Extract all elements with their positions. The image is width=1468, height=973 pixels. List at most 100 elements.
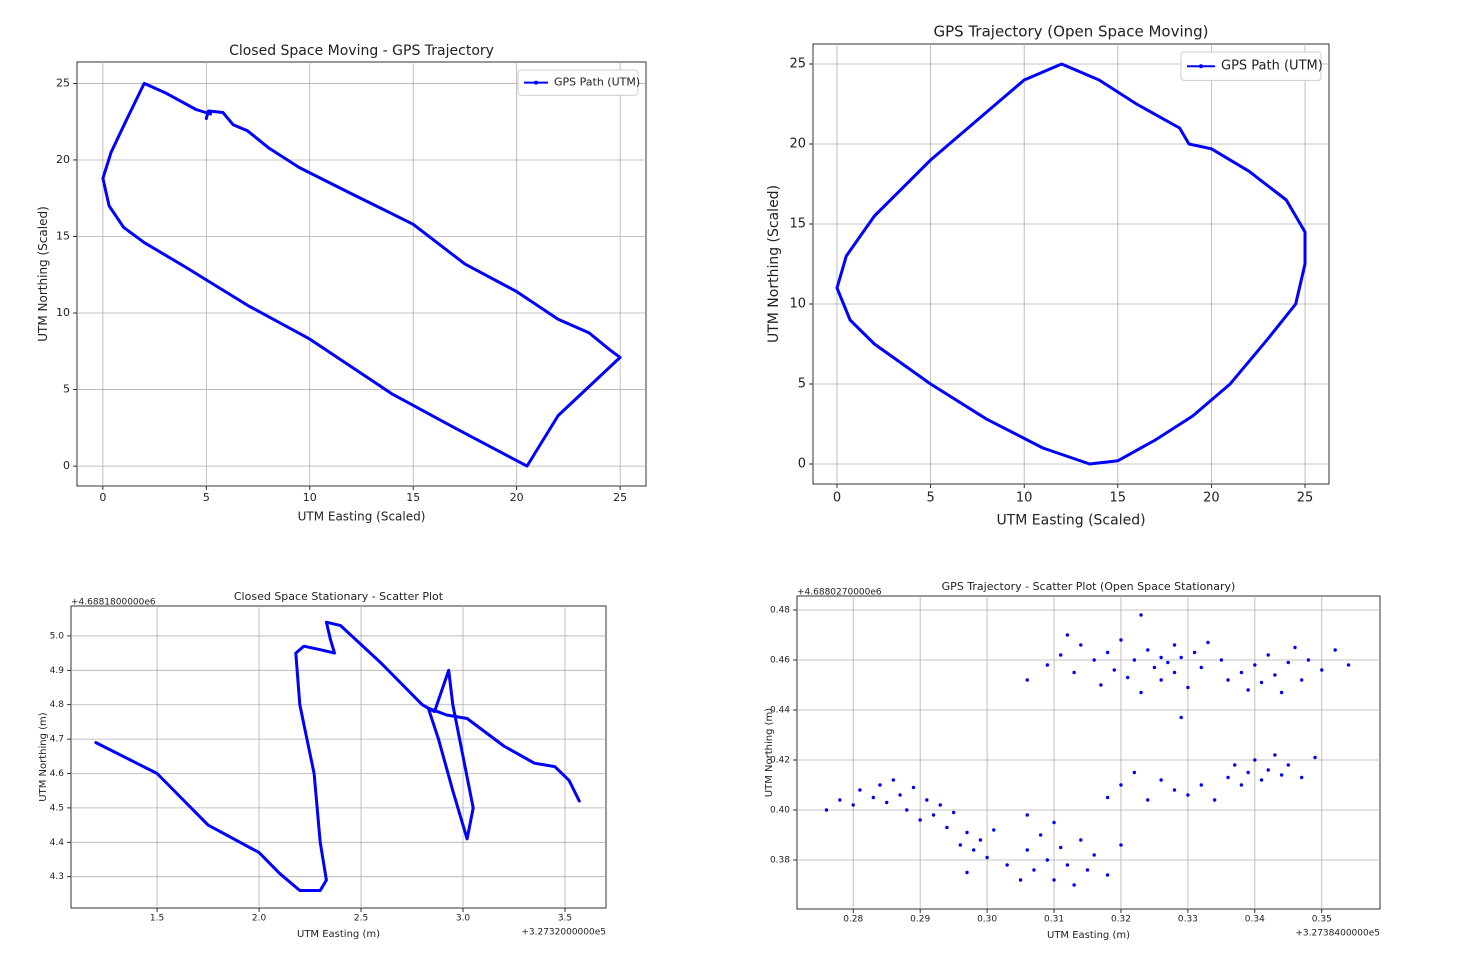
y-axis-label: UTM Northing (m) [764,708,775,797]
scatter-point [1125,675,1130,680]
scatter-point [898,793,902,797]
scatter-point [1152,665,1157,670]
y-tick-label: 4.4 [50,838,65,848]
y-axis-label: UTM Northing (m) [38,712,49,801]
scatter-point [1346,663,1351,667]
x-axis-label: UTM Easting (Scaled) [298,510,426,524]
scatter-point [1079,643,1083,647]
scatter-point [1099,683,1103,687]
scatter-point [1199,665,1203,670]
scatter-point [1293,645,1297,650]
scatter-point [1286,763,1290,767]
scatter-point [1279,690,1284,695]
scatter-point [1333,648,1337,652]
x-tick-label: 0 [833,491,841,506]
x-tick-label: 3.0 [456,914,471,924]
x-tick-label: 10 [1016,491,1033,506]
x-axis-label: UTM Easting (m) [1047,930,1130,941]
y-tick-label: 4.6 [50,769,65,779]
scatter-point [1233,763,1237,767]
scatter-point [925,798,929,802]
scatter-point [1105,795,1110,800]
y-axis-label: UTM Northing (Scaled) [36,206,50,341]
scatter-point [1172,643,1177,647]
scatter-point [1212,798,1217,802]
y-tick-label: 5 [798,377,806,392]
x-tick-label: 0.29 [910,915,930,925]
scatter-point [1065,863,1070,867]
scatter-point [1079,838,1083,842]
y-tick-label: 0 [798,457,806,472]
scatter-point [1299,775,1304,780]
scatter-point [945,825,949,830]
x-tick-label: 0 [99,491,106,504]
scatter-point [1279,773,1284,777]
scatter-point [965,830,969,835]
x-tick-label: 5 [203,491,210,504]
scatter-point [1253,663,1257,667]
scatter-point [1246,770,1250,775]
scatter-point [1179,715,1183,720]
chart-title: GPS Trajectory - Scatter Plot (Open Spac… [942,580,1236,593]
scatter-point [1320,668,1324,672]
x-tick-label: 25 [613,491,627,504]
x-offset: +3.2738400000e5 [1295,929,1380,939]
scatter-point [1032,868,1036,872]
scatter-point [884,800,889,805]
x-tick-label: 0.34 [1245,915,1265,925]
scatter-point [1253,758,1257,762]
scatter-point [1112,668,1116,672]
y-tick-label: 10 [56,306,70,319]
x-tick-label: 0.30 [977,915,997,925]
scatter-point [858,788,862,792]
trajectory-line [835,62,1307,466]
scatter-point [1105,650,1110,655]
scatter-point [1179,655,1183,660]
scatter-point [1052,820,1056,825]
x-tick-label: 2.5 [354,914,368,924]
y-tick-label: 5.0 [50,631,65,641]
scatter-point [1059,653,1063,657]
scatter-point [1065,633,1070,637]
scatter-point [965,870,969,875]
scatter-point [1273,673,1277,677]
scatter-point [1105,873,1110,877]
scatter-point [1045,858,1050,862]
x-tick-label: 0.31 [1044,915,1064,925]
scatter-point [1239,670,1244,675]
scatter-point [1085,868,1090,872]
y-tick-label: 20 [56,153,70,166]
scatter-point [1092,853,1096,857]
scatter-point [911,785,916,790]
y-tick-label: 20 [789,137,806,152]
scatter-point [1186,685,1190,690]
scatter-point [1226,775,1230,780]
scatter-point [1246,688,1250,692]
scatter-point [1025,678,1029,682]
scatter-point [1052,878,1056,882]
scatter-point [1259,680,1264,685]
legend-box [1180,51,1322,81]
x-tick-label: 5 [926,491,934,506]
y-tick-label: 0.48 [770,606,790,616]
scatter-point [992,828,996,832]
scatter-point [1313,755,1317,760]
scatter-point [1072,883,1076,887]
scatter-point [891,778,896,782]
scatter-point [1266,768,1270,772]
y-tick-label: 0.38 [770,856,790,866]
plot-area [812,43,1330,485]
scatter-point [1299,678,1304,682]
x-tick-label: 0.35 [1312,915,1332,925]
x-tick-label: 25 [1297,491,1314,506]
x-tick-label: 0.28 [843,915,863,925]
scatter-point [918,818,922,822]
scatter-point [1199,783,1203,787]
scatter-point [1146,798,1150,802]
scatter-point [1139,690,1143,695]
scatter-point [1018,878,1023,882]
scatter-point [951,810,956,815]
y-tick-label: 15 [56,229,70,242]
scatter-point [1159,778,1163,782]
